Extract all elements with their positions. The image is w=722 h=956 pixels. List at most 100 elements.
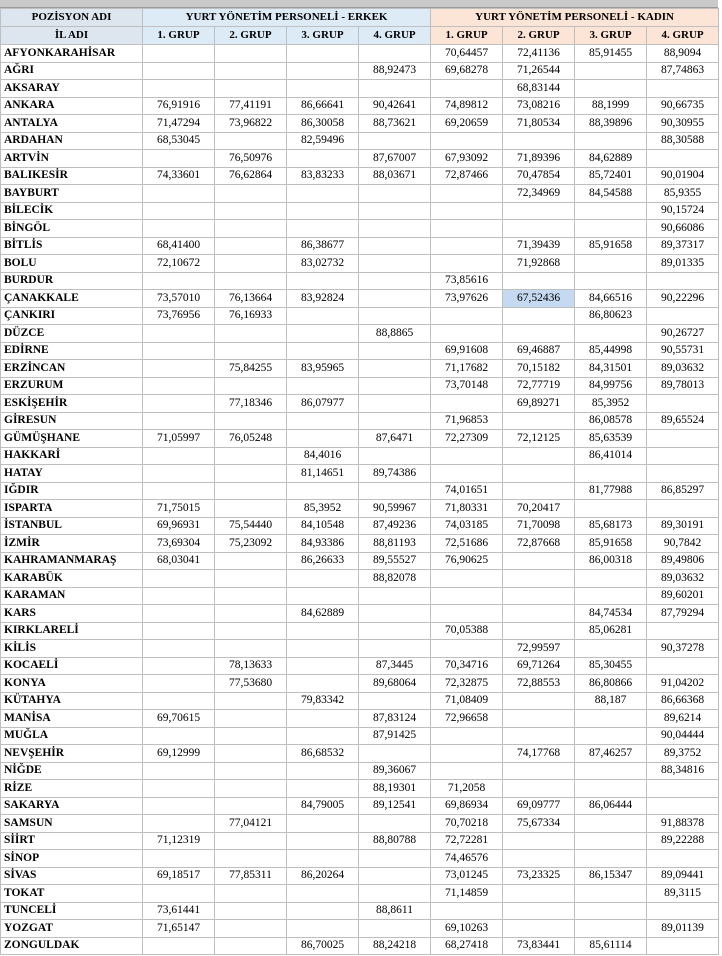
score-cell: 69,18517 bbox=[142, 866, 215, 885]
score-cell: 72,10672 bbox=[142, 254, 215, 273]
score-cell: 71,26544 bbox=[502, 61, 576, 80]
score-cell bbox=[142, 201, 215, 220]
score-cell bbox=[214, 884, 287, 903]
table-row: DÜZCE 88,8865 90,26727 bbox=[0, 324, 720, 343]
province-cell: SAKARYA bbox=[0, 796, 143, 815]
score-cell bbox=[646, 499, 720, 518]
score-cell bbox=[286, 831, 359, 850]
score-cell bbox=[286, 184, 359, 203]
score-cell: 69,12999 bbox=[142, 744, 215, 763]
score-cell: 83,02732 bbox=[286, 254, 359, 273]
group-header: 4. GRUP bbox=[646, 26, 720, 45]
score-cell: 87,49236 bbox=[357, 516, 432, 535]
table-row: TOKAT 71,14859 89,3115 bbox=[0, 884, 720, 903]
score-cell: 87,74863 bbox=[646, 61, 720, 80]
score-cell bbox=[142, 691, 215, 710]
score-cell: 76,62864 bbox=[214, 166, 287, 185]
score-cell: 89,30191 bbox=[646, 516, 720, 535]
score-cell: 86,80866 bbox=[574, 674, 648, 693]
score-cell bbox=[142, 621, 215, 640]
score-cell: 85,30455 bbox=[574, 656, 648, 675]
score-cell: 69,70615 bbox=[142, 709, 215, 728]
score-cell: 71,96853 bbox=[430, 411, 504, 430]
score-cell bbox=[142, 779, 215, 798]
score-cell: 72,87668 bbox=[502, 534, 576, 553]
score-cell: 89,6214 bbox=[646, 709, 720, 728]
score-cell bbox=[142, 184, 215, 203]
score-cell bbox=[430, 79, 504, 98]
score-cell bbox=[214, 79, 287, 98]
score-cell: 89,68064 bbox=[357, 674, 432, 693]
table-row: ESKİŞEHİR 77,18346 86,07977 69,89271 85,3952 bbox=[0, 394, 720, 413]
score-cell: 84,99756 bbox=[574, 376, 648, 395]
score-cell: 84,79005 bbox=[286, 796, 359, 815]
score-cell: 89,22288 bbox=[646, 831, 720, 850]
score-cell bbox=[142, 639, 215, 658]
province-cell: KIRKLARELİ bbox=[0, 621, 143, 640]
score-cell: 67,52436 bbox=[502, 289, 576, 308]
score-cell bbox=[646, 149, 720, 168]
province-cell: KÜTAHYA bbox=[0, 691, 143, 710]
score-cell bbox=[214, 341, 287, 360]
score-cell bbox=[574, 726, 648, 745]
score-cell bbox=[357, 271, 432, 290]
score-cell: 71,14859 bbox=[430, 884, 504, 903]
score-cell bbox=[430, 184, 504, 203]
score-cell bbox=[286, 219, 359, 238]
score-cell bbox=[286, 726, 359, 745]
score-cell bbox=[430, 236, 504, 255]
score-cell bbox=[142, 376, 215, 395]
score-cell bbox=[357, 866, 432, 885]
score-cell: 88,80788 bbox=[357, 831, 432, 850]
province-cell: SİİRT bbox=[0, 831, 143, 850]
score-cell bbox=[574, 884, 648, 903]
province-cell: ARDAHAN bbox=[0, 131, 143, 150]
table-row: BİTLİS 68,41400 86,38677 71,39439 85,91658 89… bbox=[0, 236, 720, 255]
score-cell bbox=[430, 394, 504, 413]
score-cell: 87,46257 bbox=[574, 744, 648, 763]
province-cell: GİRESUN bbox=[0, 411, 143, 430]
score-cell bbox=[286, 919, 359, 938]
score-cell: 76,91916 bbox=[142, 96, 215, 115]
province-cell: BİNGÖL bbox=[0, 219, 143, 238]
score-cell bbox=[430, 201, 504, 220]
table-row: KONYA 77,53680 89,68064 72,32875 72,88553 86,… bbox=[0, 674, 720, 693]
score-cell: 85,3952 bbox=[574, 394, 648, 413]
score-cell bbox=[574, 254, 648, 273]
score-cell bbox=[357, 639, 432, 658]
score-cell: 69,91608 bbox=[430, 341, 504, 360]
score-cell: 85,91658 bbox=[574, 534, 648, 553]
score-cell: 74,03185 bbox=[430, 516, 504, 535]
score-cell: 88,9094 bbox=[646, 44, 720, 63]
group-header: 2. GRUP bbox=[214, 26, 287, 45]
province-cell: KOCAELİ bbox=[0, 656, 143, 675]
score-cell: 71,08409 bbox=[430, 691, 504, 710]
score-cell bbox=[214, 271, 287, 290]
score-cell bbox=[430, 219, 504, 238]
score-cell: 69,96931 bbox=[142, 516, 215, 535]
province-cell: MANİSA bbox=[0, 709, 143, 728]
score-cell bbox=[502, 569, 576, 588]
score-cell: 85,72401 bbox=[574, 166, 648, 185]
header-cell: YURT YÖNETİM PERSONELİ - KADIN bbox=[430, 8, 720, 27]
score-cell bbox=[502, 884, 576, 903]
score-cell bbox=[646, 779, 720, 798]
score-cell bbox=[142, 79, 215, 98]
score-cell bbox=[286, 376, 359, 395]
province-cell: KONYA bbox=[0, 674, 143, 693]
score-cell: 75,54440 bbox=[214, 516, 287, 535]
score-cell: 71,80331 bbox=[430, 499, 504, 518]
score-cell bbox=[286, 761, 359, 780]
score-cell: 72,88553 bbox=[502, 674, 576, 693]
score-cell bbox=[646, 621, 720, 640]
score-cell: 68,41400 bbox=[142, 236, 215, 255]
score-cell bbox=[430, 131, 504, 150]
score-table: POZİSYON ADI YURT YÖNETİM PERSONELİ - ER… bbox=[0, 8, 720, 955]
score-cell: 87,67007 bbox=[357, 149, 432, 168]
score-cell bbox=[214, 761, 287, 780]
province-cell: DÜZCE bbox=[0, 324, 143, 343]
score-cell: 71,89396 bbox=[502, 149, 576, 168]
score-cell: 71,47294 bbox=[142, 114, 215, 133]
score-cell bbox=[430, 446, 504, 465]
score-cell: 88,81193 bbox=[357, 534, 432, 553]
